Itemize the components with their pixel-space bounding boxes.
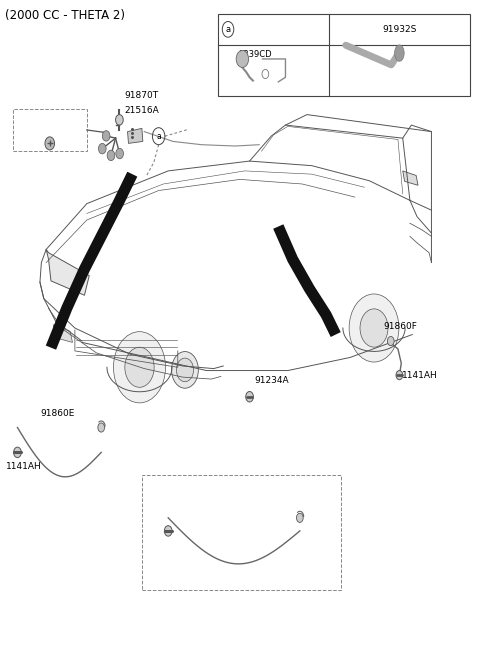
Circle shape: [236, 51, 249, 68]
Text: 13396: 13396: [36, 125, 63, 134]
Circle shape: [396, 371, 403, 380]
Circle shape: [164, 525, 172, 536]
Text: (2000 CC - THETA 2): (2000 CC - THETA 2): [5, 9, 125, 22]
Polygon shape: [128, 129, 143, 144]
Circle shape: [98, 144, 106, 154]
Circle shape: [246, 392, 253, 402]
Circle shape: [107, 150, 115, 161]
Circle shape: [45, 137, 55, 150]
Polygon shape: [403, 171, 418, 185]
Text: 1339CD: 1339CD: [238, 50, 271, 59]
Text: 91870T: 91870T: [124, 91, 158, 100]
Circle shape: [116, 115, 123, 125]
Circle shape: [125, 347, 154, 387]
Text: a: a: [156, 132, 161, 140]
Text: 91860E: 91860E: [204, 496, 238, 504]
Text: a: a: [226, 25, 230, 34]
Circle shape: [387, 337, 394, 346]
Circle shape: [349, 294, 399, 362]
Circle shape: [176, 358, 193, 382]
Text: 91932S: 91932S: [382, 25, 417, 34]
Text: 1141AH: 1141AH: [402, 371, 438, 380]
FancyBboxPatch shape: [142, 476, 340, 590]
Circle shape: [13, 447, 21, 458]
Circle shape: [116, 148, 123, 159]
Text: 91860F: 91860F: [384, 321, 418, 331]
Text: 1141AH: 1141AH: [5, 462, 41, 471]
Circle shape: [297, 513, 303, 522]
Circle shape: [98, 423, 105, 432]
Text: 1141AH: 1141AH: [145, 545, 181, 554]
Circle shape: [360, 309, 388, 347]
FancyBboxPatch shape: [12, 109, 87, 152]
Text: (W/LAMBDA): (W/LAMBDA): [151, 482, 207, 491]
Text: 21516A: 21516A: [124, 106, 159, 115]
Polygon shape: [53, 325, 72, 342]
Bar: [218, 14, 470, 96]
Ellipse shape: [395, 45, 404, 61]
Circle shape: [102, 131, 110, 141]
Polygon shape: [46, 249, 89, 295]
Circle shape: [171, 352, 198, 388]
Circle shape: [113, 332, 166, 403]
Text: 91234A: 91234A: [254, 376, 289, 385]
Text: 91860E: 91860E: [40, 409, 74, 418]
Text: (-170612): (-170612): [29, 112, 71, 121]
